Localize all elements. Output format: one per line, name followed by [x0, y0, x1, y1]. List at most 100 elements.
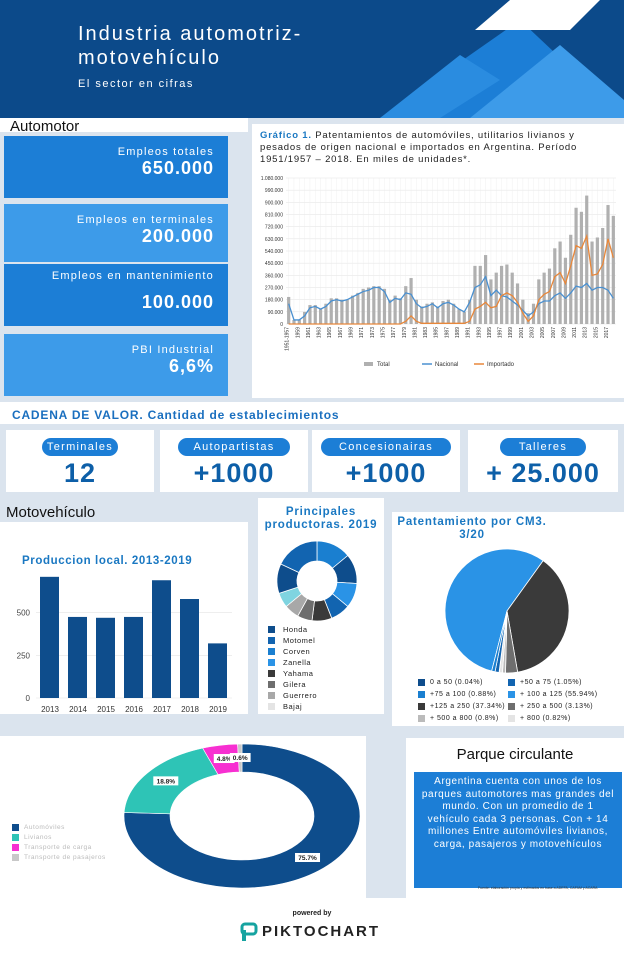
produccion-panel: Produccion local. 2013-2019 0 250 500 2013 20…: [0, 522, 248, 727]
total-bar: [441, 301, 445, 324]
x-tick-label: 2005: [540, 327, 546, 338]
total-bar: [468, 299, 472, 324]
series-line-nacional: [288, 275, 614, 321]
cadena-value: + 25.000: [486, 458, 600, 488]
x-tick-label: 2001: [519, 327, 525, 338]
total-bar: [462, 311, 466, 324]
y-tick-label: 540.000: [265, 249, 283, 255]
legend-item: +50 a 75 (1.05%): [508, 676, 624, 688]
legend-swatch: [508, 678, 515, 686]
cadena-label: Talleres: [500, 438, 586, 456]
x-tick-label: 1977: [391, 327, 397, 338]
total-bar: [473, 265, 477, 324]
legend-swatch: [268, 637, 275, 644]
stat-box: Empleos en terminales 200.000: [4, 204, 228, 262]
total-bar: [409, 278, 413, 324]
total-bar: [569, 234, 573, 324]
data-label: 0.6%: [233, 755, 248, 762]
legend-label: Gilera: [283, 680, 307, 689]
legend-swatch: [268, 670, 275, 677]
legend-label: + 500 a 800 (0.8%): [430, 714, 499, 722]
legend-swatch: [12, 823, 19, 831]
x-tick-label: 1975: [380, 327, 386, 338]
produccion-title: Produccion local. 2013-2019: [22, 555, 192, 567]
cadena-label: Autopartistas: [178, 438, 290, 456]
y-tick-label: 250: [17, 651, 31, 660]
total-bar: [542, 272, 546, 324]
legend-swatch: [268, 626, 275, 633]
x-tick-label: 1991: [466, 327, 472, 338]
legend-label: Bajaj: [283, 702, 303, 711]
legend-label: Total: [377, 362, 390, 368]
legend-swatch: [508, 690, 515, 698]
legend-swatch: [418, 690, 425, 698]
automotor-title-bar: [0, 118, 248, 132]
total-bar: [452, 303, 456, 324]
parque-text: Argentina cuenta con unos de los parques…: [421, 776, 615, 850]
legend-label: Importado: [487, 362, 515, 368]
total-bar: [585, 195, 589, 324]
stat-value: 100.000: [141, 292, 214, 312]
legend-item: Guerrero: [268, 690, 317, 701]
bar: [96, 617, 115, 698]
legend-label: Motomel: [283, 636, 316, 645]
x-tick-label: 1987: [444, 327, 450, 338]
productoras-legend: Honda Motomel Corven Zanella Yahama Gilera Gue…: [268, 624, 317, 712]
total-bar: [308, 305, 312, 324]
legend-item: Automóviles: [12, 822, 106, 832]
data-label-bg: [295, 852, 321, 862]
x-tick-label: 2013: [41, 705, 59, 714]
y-tick-label: 360.000: [265, 273, 283, 279]
stat-label: Empleos en terminales: [76, 214, 214, 226]
legend-swatch: [364, 362, 373, 366]
legend-item: Gilera: [268, 679, 317, 690]
x-tick-label: 1989: [455, 327, 461, 338]
x-tick-label: 2007: [551, 327, 557, 338]
total-bar: [340, 299, 344, 324]
legend-item: 0 a 50 (0.04%): [418, 676, 508, 688]
productoras-title: Principales productoras. 2019: [264, 506, 378, 531]
x-tick-label: 2015: [593, 327, 599, 338]
legend-item: + 800 (0.82%): [508, 712, 624, 724]
cm3-legend: 0 a 50 (0.04%) +50 a 75 (1.05%) +75 a 100 …: [418, 676, 624, 724]
total-bar: [606, 205, 610, 324]
legend-label: +125 a 250 (37.34%): [430, 702, 506, 710]
stat-value: 650.000: [141, 158, 214, 178]
total-bar: [484, 255, 488, 324]
total-bar: [457, 309, 461, 324]
x-tick-label: 1963: [317, 327, 323, 338]
legend-item: +75 a 100 (0.88%): [418, 688, 508, 700]
parque-chart-panel: 75.7% 18.8% 4.8% 0.6% Automóviles Livianos Tr…: [0, 736, 366, 898]
x-tick-label: 1985: [434, 327, 440, 338]
legend-item: Livianos: [12, 832, 106, 842]
total-bar: [425, 303, 429, 324]
bar: [124, 616, 143, 698]
stat-box: Empleos en mantenimiento 100.000: [4, 264, 228, 326]
y-tick-label: 270.000: [265, 286, 283, 292]
data-label-bg: [153, 776, 179, 786]
total-bar: [478, 265, 482, 324]
cadena-value: +1000: [345, 458, 427, 488]
y-tick-label: 990.000: [265, 188, 283, 194]
total-bar: [313, 305, 317, 324]
total-bar: [356, 292, 360, 324]
cm3-donut: [444, 548, 570, 674]
cadena-value: +1000: [193, 458, 275, 488]
legend-label: Yahama: [283, 669, 314, 678]
x-tick-label: 1969: [349, 327, 355, 338]
y-tick-label: 0: [26, 694, 31, 703]
total-bar: [558, 241, 562, 324]
x-tick-label: 1997: [498, 327, 504, 338]
x-tick-label: 1983: [423, 327, 429, 338]
legend-swatch: [12, 843, 19, 851]
produccion-chart: Produccion local. 2013-2019 0 250 500 2013 20…: [17, 555, 232, 727]
parque-footnote: Fuente: elaboración propia y estimados e…: [478, 886, 598, 890]
x-tick-label: 2016: [125, 705, 143, 714]
patentamientos-chart: 0 90.000 180.000 270.000 360.000 450.000 540.0…: [261, 176, 616, 368]
x-tick-label: 2017: [153, 705, 171, 714]
legend-label: Guerrero: [283, 691, 318, 700]
y-tick-label: 450.000: [265, 261, 283, 267]
legend-label: +75 a 100 (0.88%): [430, 690, 497, 698]
parque-donut: 75.7% 18.8% 4.8% 0.6%: [123, 743, 361, 889]
cadena-label: Terminales: [42, 438, 118, 456]
